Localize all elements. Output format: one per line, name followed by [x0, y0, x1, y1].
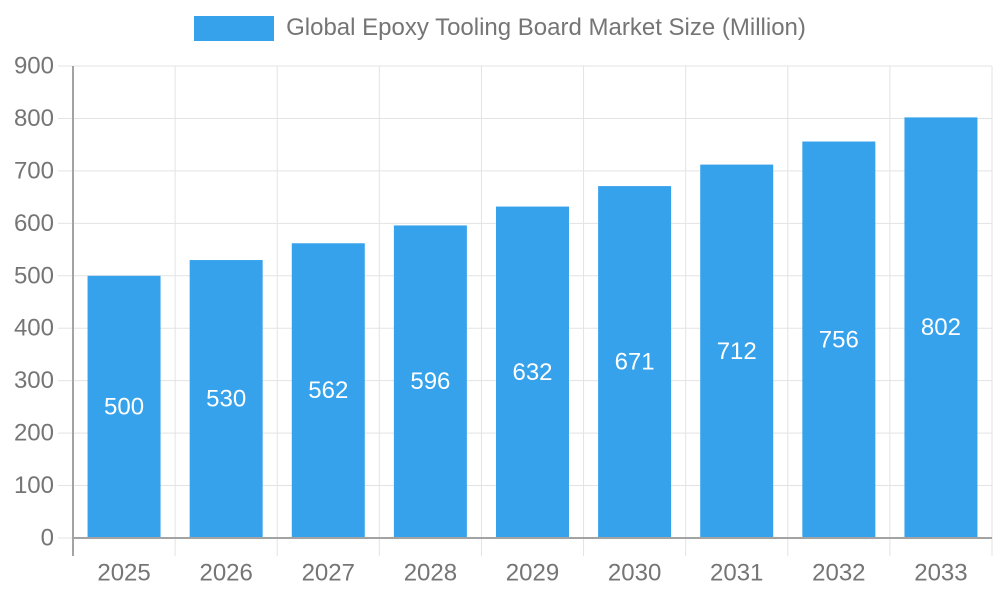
bar-2027 — [291, 243, 365, 539]
y-tick-label: 0 — [41, 525, 54, 552]
bar-2031 — [700, 164, 774, 538]
y-tick-label: 500 — [14, 262, 54, 289]
bar-value-label: 500 — [104, 393, 144, 420]
y-tick-label: 300 — [14, 367, 54, 394]
x-tick-label: 2027 — [302, 560, 355, 587]
y-tick-label: 200 — [14, 420, 54, 447]
bar-value-label: 712 — [717, 338, 757, 365]
legend-item[interactable]: Global Epoxy Tooling Board Market Size (… — [0, 14, 1000, 42]
bar-2026 — [189, 260, 263, 538]
bar-value-label: 596 — [410, 368, 450, 395]
bar-value-label: 632 — [512, 359, 552, 386]
bar-2025 — [87, 275, 161, 538]
bar-value-label: 562 — [308, 377, 348, 404]
x-tick-label: 2032 — [812, 560, 865, 587]
x-tick-label: 2025 — [97, 560, 150, 587]
y-tick-label: 100 — [14, 472, 54, 499]
bar-value-label: 756 — [819, 326, 859, 353]
x-tick-label: 2028 — [404, 560, 457, 587]
x-tick-label: 2031 — [710, 560, 763, 587]
bar-value-label: 802 — [921, 314, 961, 341]
x-tick-label: 2030 — [608, 560, 661, 587]
legend-swatch — [194, 15, 275, 41]
y-tick-label: 700 — [14, 157, 54, 184]
bar-2030 — [598, 186, 672, 538]
bar-value-label: 671 — [615, 349, 655, 376]
y-tick-label: 600 — [14, 210, 54, 237]
chart-title: Global Epoxy Tooling Board Market Size (… — [286, 14, 806, 41]
bar-2033 — [904, 117, 978, 538]
bar-2032 — [802, 141, 876, 538]
y-tick-label: 800 — [14, 105, 54, 132]
y-tick-label: 900 — [14, 53, 54, 80]
bar-2029 — [496, 206, 569, 538]
bar-value-label: 530 — [206, 386, 246, 413]
y-tick-label: 400 — [14, 315, 54, 342]
x-tick-label: 2026 — [199, 560, 252, 587]
bar-2028 — [393, 225, 467, 539]
x-tick-label: 2029 — [506, 560, 559, 587]
x-tick-label: 2033 — [914, 560, 967, 587]
